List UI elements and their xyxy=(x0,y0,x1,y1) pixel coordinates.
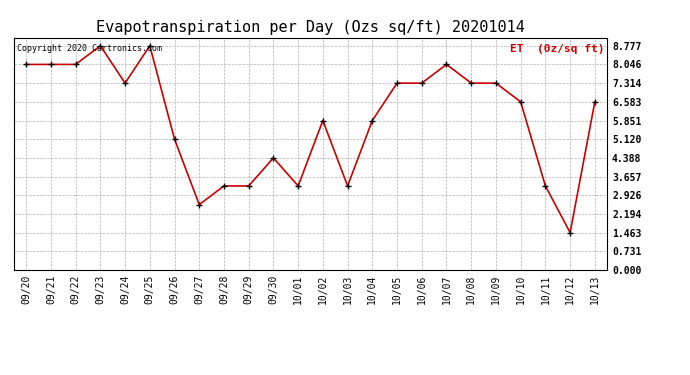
Text: ET  (0z/sq ft): ET (0z/sq ft) xyxy=(510,45,604,54)
Text: Copyright 2020 Cartronics.com: Copyright 2020 Cartronics.com xyxy=(17,45,161,54)
Title: Evapotranspiration per Day (Ozs sq/ft) 20201014: Evapotranspiration per Day (Ozs sq/ft) 2… xyxy=(96,20,525,35)
